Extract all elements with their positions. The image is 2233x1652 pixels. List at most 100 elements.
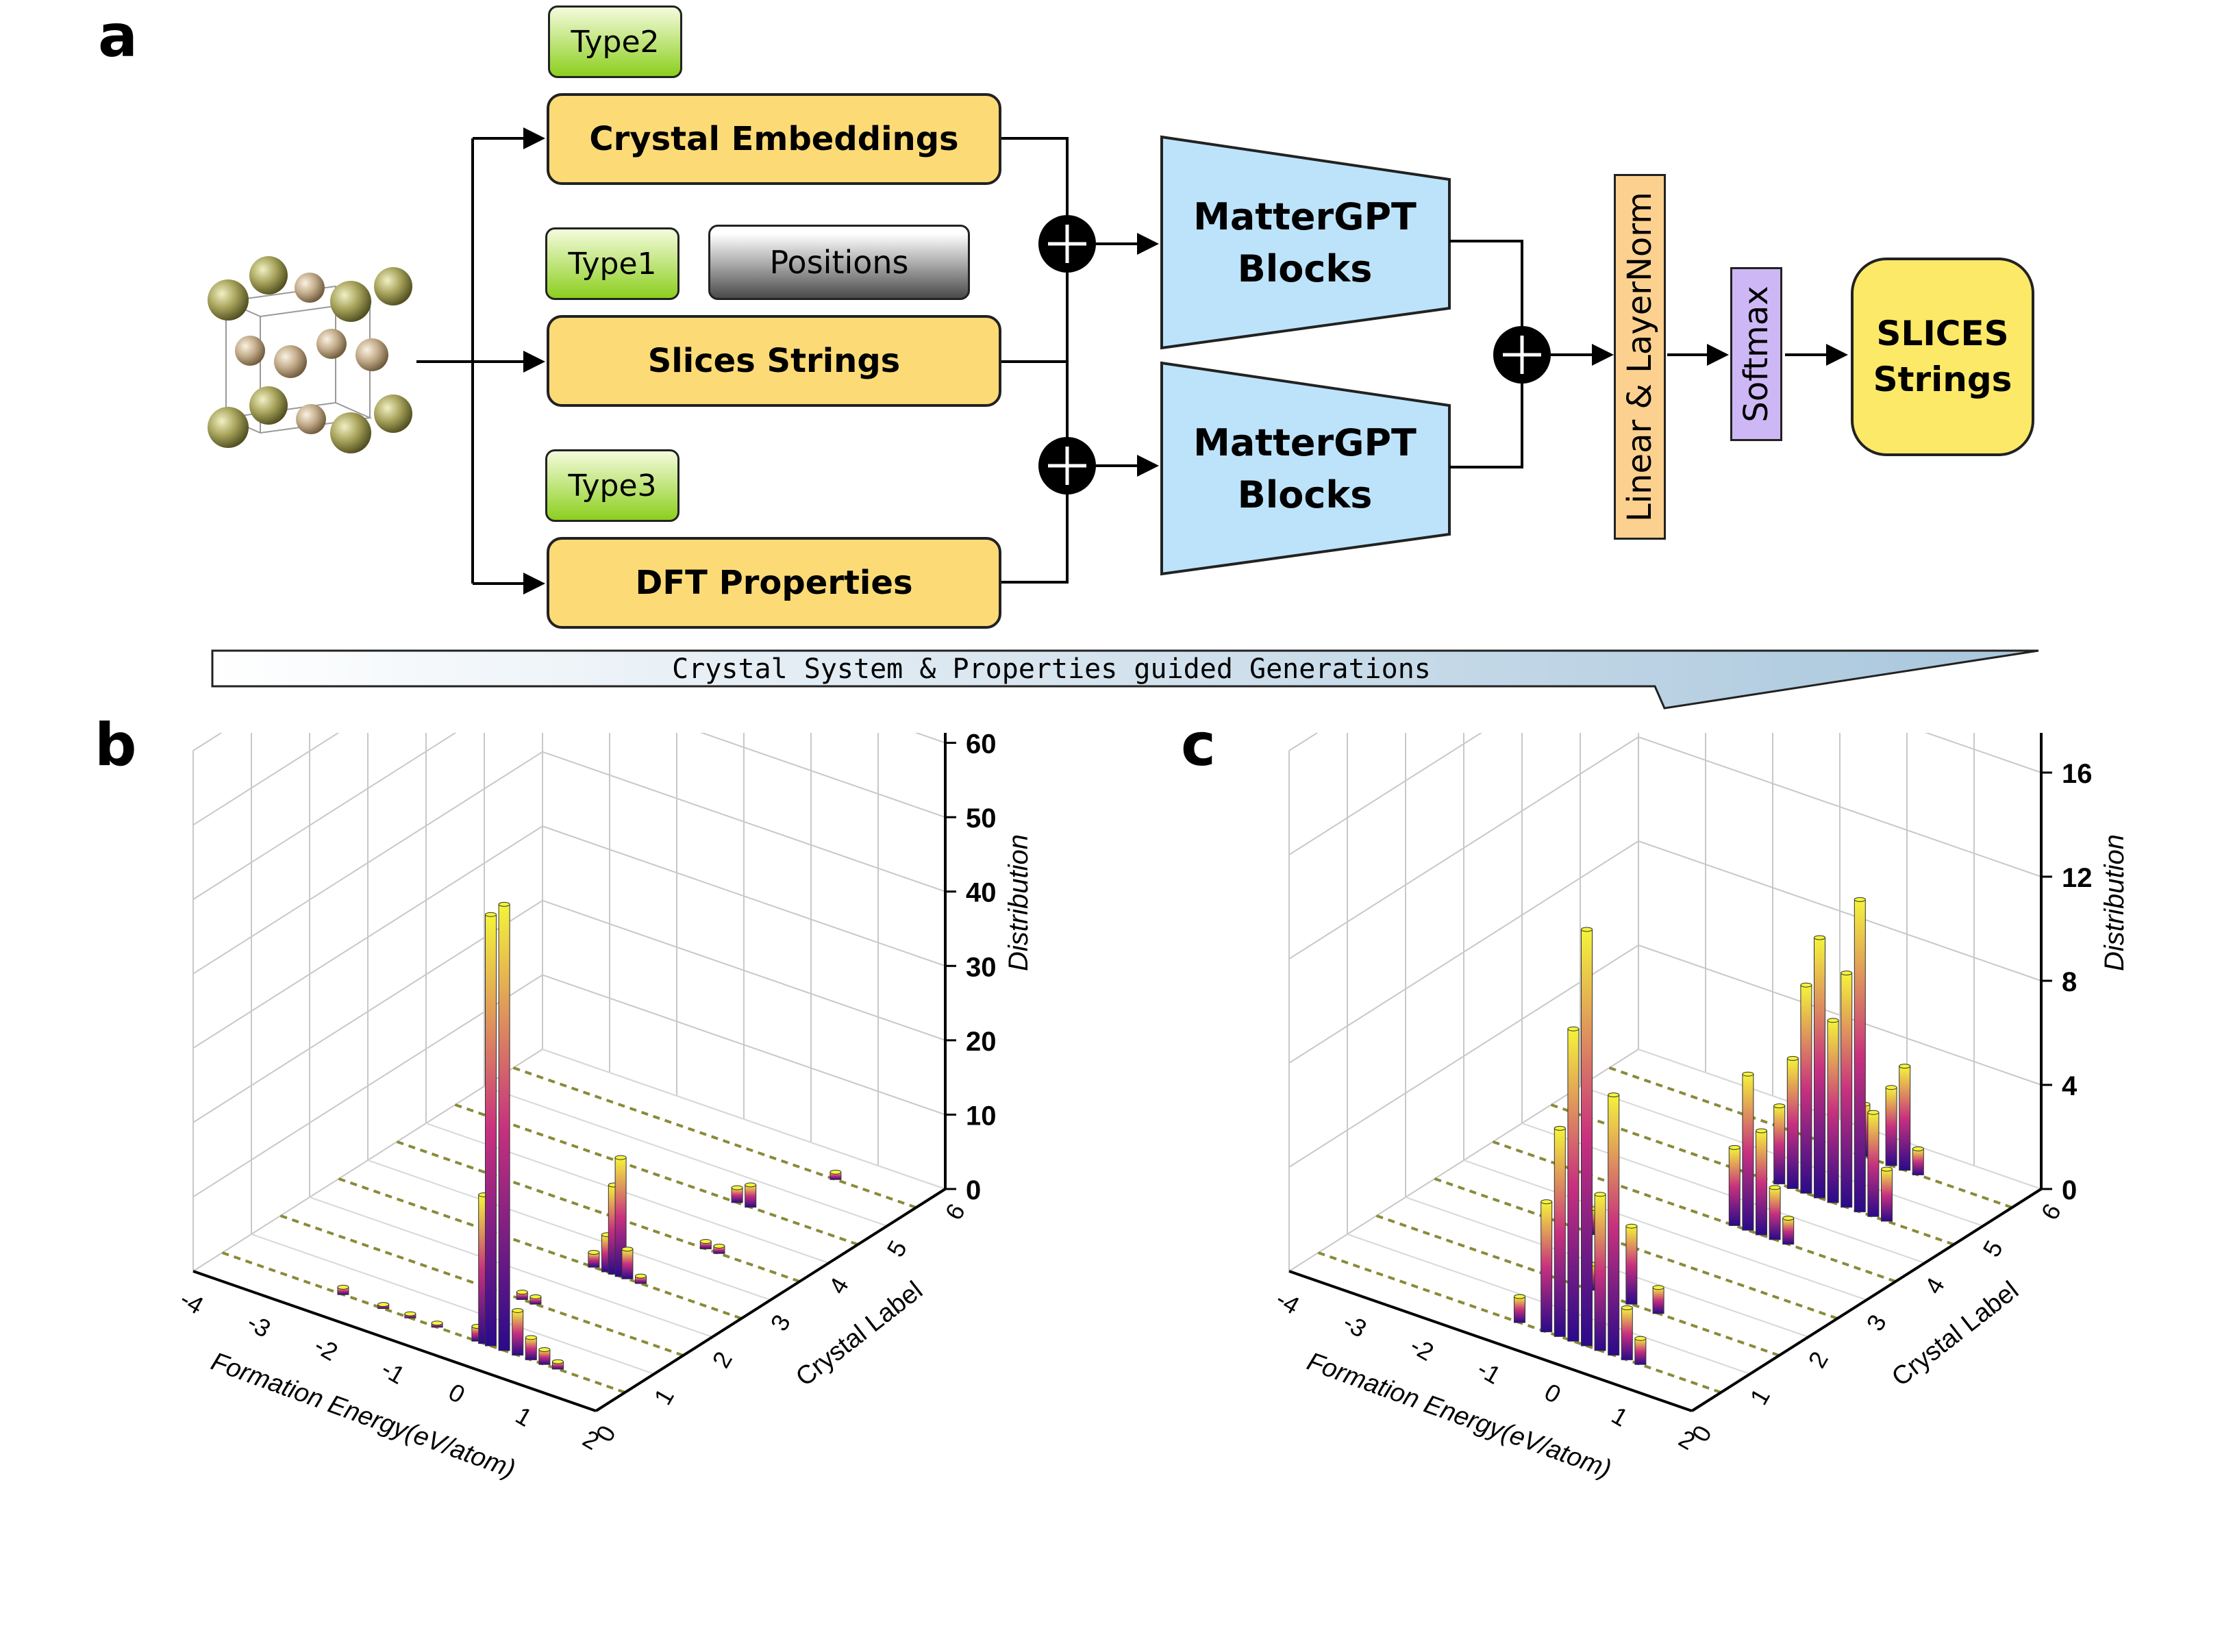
x-tick-label: -1 [377, 1354, 410, 1390]
bar-cap [745, 1182, 757, 1188]
row-baseline [338, 1177, 743, 1320]
x-tick-label: -4 [1271, 1284, 1304, 1320]
crystal-structure-image [208, 256, 412, 453]
row-baseline [221, 1251, 626, 1394]
bar [1540, 1201, 1553, 1333]
y-tick-label: 5 [1977, 1236, 2008, 1262]
bar-cap [621, 1247, 634, 1252]
x-tick-label: 0 [1540, 1377, 1566, 1409]
bar [621, 1249, 634, 1279]
sum-node-upper [1038, 215, 1096, 273]
bar-cap [1594, 1192, 1606, 1197]
bar-cap [529, 1294, 542, 1299]
bar-cap [1540, 1199, 1553, 1205]
grid-line [1288, 944, 2042, 1168]
slices-output-box: SLICES Strings [1851, 258, 2034, 456]
bar-cap [1841, 971, 1853, 976]
z-tick-label: 20 [966, 1027, 997, 1057]
y-axis [595, 1188, 947, 1412]
grid-line [192, 733, 946, 900]
floor-grid-line [484, 1086, 888, 1227]
type3-tag: Type3 [545, 449, 679, 522]
sum-node-merge [1493, 326, 1551, 384]
bar-cap [1912, 1146, 1924, 1151]
z-tick-label: 16 [2062, 759, 2093, 789]
bar-cap [713, 1243, 725, 1249]
y-tick-label: 3 [1860, 1310, 1892, 1336]
output-line2: Strings [1873, 360, 2012, 399]
mattergpt-block-lower-shape [1160, 361, 1451, 576]
x-tick-label: -1 [1473, 1354, 1506, 1390]
bar [498, 903, 510, 1351]
bar-cap [1756, 1128, 1767, 1134]
bar [1634, 1338, 1647, 1365]
chart-b-axes: 010203040506070Distribution-4-3-2-1012Fo… [175, 733, 1034, 1484]
bar-cap [588, 1249, 600, 1255]
bar-cap [1800, 982, 1812, 988]
chart-b: 010203040506070Distribution-4-3-2-1012Fo… [175, 733, 1034, 1484]
x-tick-label: 0 [444, 1377, 470, 1409]
grid-line [1288, 840, 2042, 1064]
panel-label-a: a [98, 2, 138, 71]
grid-line [1288, 733, 2042, 855]
z-tick-label: 0 [966, 1175, 981, 1205]
floor-grid-line [1638, 1049, 2042, 1190]
bar-cap [635, 1273, 647, 1279]
floor-grid-line [542, 1049, 946, 1190]
bar-cap [614, 1155, 627, 1160]
bar-cap [1634, 1336, 1647, 1341]
grid-line [192, 751, 946, 975]
bar [525, 1337, 537, 1360]
bar-cap [1625, 1223, 1638, 1229]
bar-cap [829, 1169, 842, 1175]
bar [1867, 1112, 1880, 1217]
output-line1: SLICES [1876, 313, 2009, 353]
grid-line [192, 974, 946, 1198]
bar [1841, 973, 1853, 1208]
bar [1728, 1147, 1741, 1226]
z-axis-title: Distribution [2099, 834, 2130, 971]
type1-tag: Type1 [545, 227, 679, 300]
bar-cap [1814, 935, 1825, 940]
mattergpt-lower-line2: Blocks [1237, 473, 1373, 516]
x-tick-label: 1 [511, 1401, 537, 1432]
chart-c: 048121620Distribution-4-3-2-1012Formatio… [1271, 733, 2130, 1484]
bar-cap [1621, 1305, 1633, 1310]
bar-cap [377, 1302, 390, 1307]
type2-tag: Type2 [548, 5, 682, 78]
bar [1881, 1168, 1893, 1222]
bar-cap [1742, 1071, 1754, 1077]
x-tick-label: -2 [310, 1331, 342, 1366]
bar [1567, 1028, 1580, 1342]
bar-cap [699, 1239, 712, 1244]
y-tick-label: 3 [764, 1310, 796, 1336]
bar [512, 1310, 524, 1356]
x-tick-label: -4 [175, 1284, 208, 1320]
bar-cap [1827, 1018, 1839, 1023]
row-baseline [512, 1066, 917, 1209]
grid-line [192, 899, 946, 1123]
bar [1769, 1187, 1781, 1240]
y-axis [1691, 1188, 2043, 1412]
diagram-connectors [208, 127, 2039, 710]
y-tick-label: 4 [823, 1273, 854, 1299]
bar [1742, 1073, 1754, 1231]
bar-cap [1567, 1026, 1580, 1031]
grid-line [192, 733, 223, 751]
y-tick-label: 4 [1919, 1273, 1950, 1299]
bar [1608, 1094, 1620, 1356]
bar [1782, 1218, 1795, 1245]
bar-cap [1554, 1125, 1566, 1131]
bar [1814, 937, 1825, 1199]
bar-cap [1867, 1110, 1880, 1115]
bar-cap [1514, 1294, 1525, 1299]
bar-cap [1782, 1216, 1795, 1221]
grid-line [192, 1048, 946, 1272]
bar [1912, 1148, 1924, 1175]
y-tick-label: 5 [881, 1236, 912, 1262]
positions-tag: Positions [708, 225, 970, 300]
softmax-label: Softmax [1737, 286, 1775, 423]
linear-layernorm-label: Linear & LayerNorm [1621, 192, 1659, 522]
bar-cap [337, 1284, 349, 1290]
bar [1652, 1287, 1664, 1314]
